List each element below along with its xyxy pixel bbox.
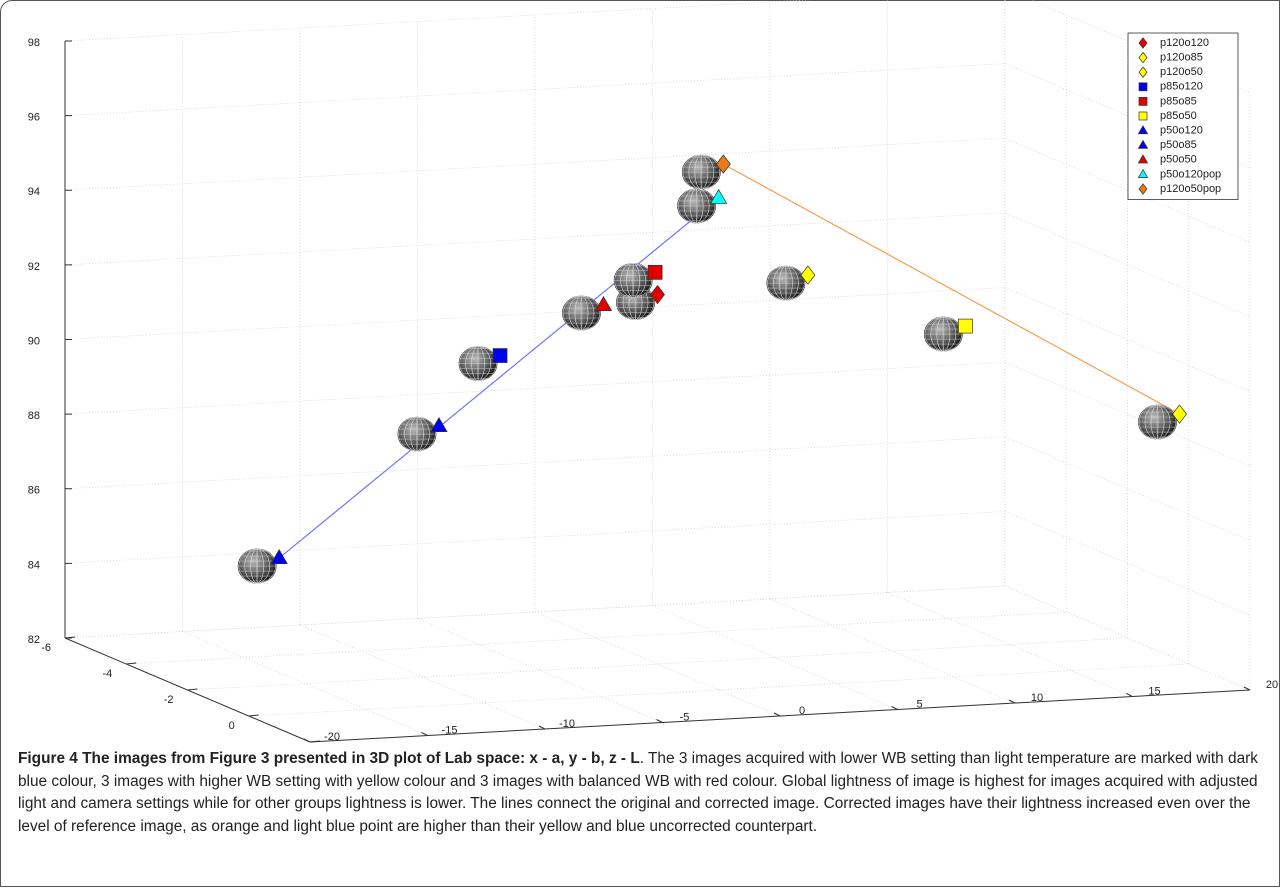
y-tick-label: -6 [41, 642, 51, 654]
x-tick-label: 15 [1148, 685, 1160, 697]
grid-line [888, 593, 1133, 697]
y-tick [188, 689, 198, 690]
grid-line [770, 599, 1015, 703]
z-tick-label: 88 [28, 410, 40, 422]
x-tick-label: 10 [1031, 692, 1043, 704]
sphere [459, 347, 497, 381]
z-tick-label: 98 [28, 37, 40, 49]
sphere [678, 189, 716, 223]
x-tick [892, 707, 898, 710]
grid-line [1005, 288, 1250, 392]
z-tick-label: 86 [28, 485, 40, 497]
grid-line [1005, 437, 1250, 541]
x-tick-label: -20 [324, 731, 340, 743]
x-tick-label: -15 [442, 724, 458, 736]
x-tick [1127, 694, 1133, 697]
y-tick [65, 637, 75, 638]
sphere [1139, 405, 1177, 439]
grid-line [188, 638, 1128, 690]
sphere [924, 317, 962, 351]
sphere [562, 296, 600, 330]
x-tick [657, 720, 663, 723]
grid-line [535, 612, 780, 716]
legend-label: p85o120 [1160, 81, 1203, 93]
legend-marker [1139, 83, 1147, 91]
grid-line [65, 288, 1005, 340]
legend-label: p85o85 [1160, 95, 1197, 107]
y-tick-label: -2 [164, 694, 174, 706]
z-tick-label: 94 [28, 186, 40, 198]
chart: 828486889092949698-6-4-202-20-15-10-5051… [0, 0, 1282, 745]
grid-line [65, 437, 1005, 489]
legend-label: p120o50 [1160, 66, 1203, 78]
legend-label: p50o50 [1160, 154, 1197, 166]
z-tick-label: 90 [28, 335, 40, 347]
x-tick [539, 726, 545, 729]
data-point [958, 319, 972, 333]
legend-label: p120o50pop [1160, 183, 1221, 195]
grid-line [65, 362, 1005, 414]
legend-marker [1139, 97, 1147, 105]
legend-label: p50o120 [1160, 125, 1203, 137]
z-tick-label: 82 [28, 634, 40, 646]
legend-label: p85o50 [1160, 110, 1197, 122]
x-tick [1009, 700, 1015, 703]
data-point [648, 265, 662, 279]
legend-label: p120o85 [1160, 52, 1203, 64]
grid-line [300, 625, 545, 729]
x-tick-label: -10 [559, 718, 575, 730]
sphere [682, 155, 720, 189]
y-tick [249, 715, 259, 716]
y-tick-label: -4 [102, 668, 112, 680]
x-tick-label: 5 [916, 698, 922, 710]
x-tick [774, 713, 780, 716]
grid-line [65, 511, 1005, 563]
grid-line [418, 619, 663, 723]
x-tick [1244, 687, 1250, 690]
x-tick [422, 733, 428, 736]
caption: Figure 4 The images from Figure 3 presen… [18, 748, 1268, 838]
sphere [614, 263, 652, 297]
x-tick-label: 0 [799, 705, 805, 717]
z-tick-label: 84 [28, 559, 40, 571]
legend-label: p120o120 [1160, 37, 1209, 49]
caption-label: Figure 4 [18, 750, 78, 767]
y-tick [126, 663, 136, 664]
connector-line [279, 198, 718, 558]
y-tick-label: 0 [229, 720, 235, 732]
x-tick [304, 739, 310, 742]
caption-title: The images from Figure 3 presented in 3D… [82, 750, 640, 767]
sphere [398, 417, 436, 451]
grid-line [1005, 362, 1250, 466]
legend-label: p50o120pop [1160, 168, 1221, 180]
legend-label: p50o85 [1160, 139, 1197, 151]
x-tick-label: 20 [1266, 679, 1278, 691]
legend-marker [1139, 112, 1147, 120]
z-tick-label: 92 [28, 261, 40, 273]
x-tick-label: -5 [680, 711, 690, 723]
sphere [238, 549, 276, 583]
z-tick-label: 96 [28, 112, 40, 124]
data-point [493, 349, 507, 363]
grid-line [249, 664, 1189, 716]
sphere [767, 266, 805, 300]
